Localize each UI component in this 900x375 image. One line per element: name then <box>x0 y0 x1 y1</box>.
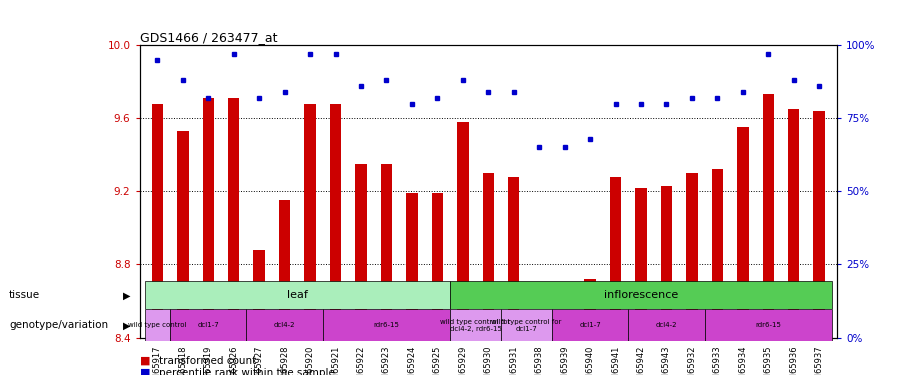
Bar <box>788 109 799 338</box>
Text: ■: ■ <box>140 368 150 375</box>
Bar <box>279 200 291 338</box>
Text: ■: ■ <box>140 356 150 366</box>
Bar <box>705 309 832 341</box>
Bar <box>814 111 825 338</box>
Text: wild type control for
dcl1-7: wild type control for dcl1-7 <box>491 319 562 332</box>
Text: rdr6-15: rdr6-15 <box>755 322 781 328</box>
Bar <box>145 281 450 309</box>
Text: dcl4-2: dcl4-2 <box>274 322 295 328</box>
Bar <box>254 250 265 338</box>
Text: dcl1-7: dcl1-7 <box>580 322 601 328</box>
Bar <box>628 309 705 341</box>
Bar <box>482 173 494 338</box>
Bar <box>635 188 647 338</box>
Bar <box>610 177 621 338</box>
Bar <box>304 104 316 338</box>
Bar <box>737 127 749 338</box>
Text: wild type control for
dcl4-2, rdr6-15: wild type control for dcl4-2, rdr6-15 <box>440 319 510 332</box>
Text: tissue: tissue <box>9 290 40 300</box>
Bar <box>202 98 214 338</box>
Bar <box>323 309 450 341</box>
Text: ▶: ▶ <box>123 320 130 330</box>
Bar <box>508 177 519 338</box>
Text: percentile rank within the sample: percentile rank within the sample <box>159 368 335 375</box>
Bar <box>381 164 392 338</box>
Bar <box>406 193 418 338</box>
Bar <box>177 131 188 338</box>
Text: leaf: leaf <box>287 290 308 300</box>
Text: dcl1-7: dcl1-7 <box>197 322 219 328</box>
Bar <box>151 104 163 338</box>
Bar <box>145 309 170 341</box>
Bar <box>534 332 544 338</box>
Bar <box>228 98 239 338</box>
Bar <box>457 122 469 338</box>
Bar <box>356 164 366 338</box>
Text: dcl4-2: dcl4-2 <box>656 322 677 328</box>
Bar <box>501 309 552 341</box>
Bar <box>450 281 832 309</box>
Text: transformed count: transformed count <box>159 356 256 366</box>
Text: rdr6-15: rdr6-15 <box>374 322 400 328</box>
Bar <box>170 309 247 341</box>
Text: wild type control: wild type control <box>128 322 186 328</box>
Bar <box>661 186 672 338</box>
Text: inflorescence: inflorescence <box>604 290 678 300</box>
Bar <box>552 309 628 341</box>
Bar <box>686 173 698 338</box>
Bar <box>432 193 443 338</box>
Bar <box>559 325 571 338</box>
Bar <box>762 94 774 338</box>
Text: GDS1466 / 263477_at: GDS1466 / 263477_at <box>140 31 277 44</box>
Text: genotype/variation: genotype/variation <box>9 320 108 330</box>
Bar <box>450 309 501 341</box>
Bar <box>712 170 723 338</box>
Bar <box>329 104 341 338</box>
Bar <box>247 309 323 341</box>
Text: ▶: ▶ <box>123 290 130 300</box>
Bar <box>584 279 596 338</box>
